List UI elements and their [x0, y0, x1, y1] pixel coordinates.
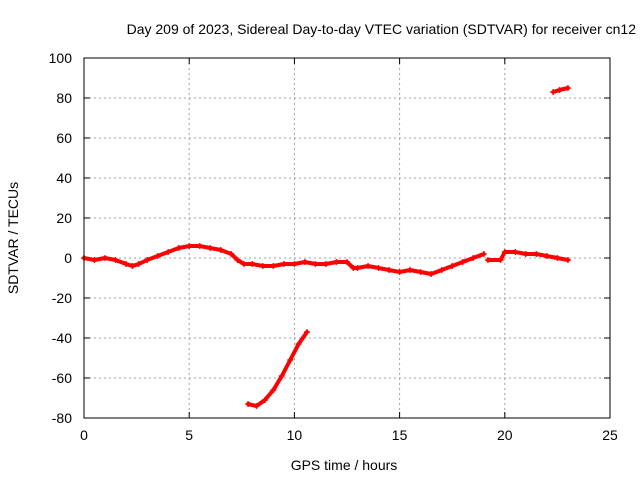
series-layer — [81, 85, 571, 409]
data-point — [295, 341, 302, 347]
data-point — [304, 329, 311, 335]
data-point — [550, 89, 557, 95]
series-line-sdtvar-main — [82, 244, 486, 276]
data-point — [512, 249, 519, 255]
data-point — [480, 251, 487, 257]
data-point — [543, 253, 550, 259]
data-point — [501, 249, 508, 255]
data-point — [123, 261, 130, 267]
y-tick-label: -40 — [52, 330, 72, 346]
data-point — [428, 271, 435, 277]
x-axis-label: GPS time / hours — [291, 457, 398, 473]
data-point — [312, 261, 319, 267]
plot-frame — [83, 57, 611, 419]
y-tick-label: 60 — [56, 130, 72, 146]
y-tick-label: -80 — [52, 410, 72, 426]
data-point — [165, 249, 172, 255]
data-point — [253, 403, 260, 409]
data-point — [533, 251, 540, 257]
data-point — [375, 265, 382, 271]
data-point — [301, 259, 308, 265]
x-tick-label: 15 — [392, 427, 408, 443]
data-point — [497, 257, 504, 263]
y-tick-label: 100 — [49, 50, 73, 66]
data-point — [459, 259, 466, 265]
y-tick-label: -60 — [52, 370, 72, 386]
data-point — [554, 255, 561, 261]
data-point — [333, 259, 340, 265]
data-point — [112, 257, 119, 263]
y-axis-label: SDTVAR / TECUs — [5, 182, 21, 294]
data-point — [259, 263, 266, 269]
data-point — [449, 263, 456, 269]
data-point — [484, 257, 491, 263]
data-point — [556, 87, 563, 93]
data-point — [278, 373, 285, 379]
data-point — [438, 267, 445, 273]
data-point — [186, 243, 193, 249]
data-point — [144, 257, 151, 263]
x-tick-label: 5 — [185, 427, 193, 443]
data-point — [280, 261, 287, 267]
data-point — [245, 401, 252, 407]
data-point — [344, 259, 350, 265]
data-point — [407, 267, 414, 273]
data-point — [270, 263, 277, 269]
data-point — [102, 255, 109, 261]
data-point — [154, 253, 161, 259]
data-point — [228, 251, 235, 257]
data-point — [354, 265, 361, 271]
data-point — [522, 251, 529, 257]
y-tick-label: -20 — [52, 290, 72, 306]
data-point — [234, 257, 241, 263]
data-point — [564, 85, 571, 91]
data-point — [365, 263, 372, 269]
data-point — [386, 267, 393, 273]
x-tick-label: 20 — [497, 427, 513, 443]
data-point — [175, 245, 182, 251]
data-point — [196, 243, 203, 249]
y-tick-label: 0 — [64, 250, 72, 266]
data-point — [417, 269, 424, 275]
data-point — [261, 397, 268, 403]
data-point — [470, 255, 477, 261]
data-point — [270, 387, 277, 393]
data-point — [129, 263, 136, 269]
data-point — [322, 261, 329, 267]
x-tick-label: 25 — [602, 427, 618, 443]
x-tick-label: 10 — [287, 427, 303, 443]
data-point — [291, 261, 298, 267]
data-point — [217, 247, 224, 253]
data-point — [135, 261, 142, 267]
tick-label-layer: 0 5 10 15 20 25 -80 -60 -40 -20 0 20 40 60 80 100 — [49, 50, 618, 443]
data-point — [396, 269, 403, 275]
chart-title: Day 209 of 2023, Sidereal Day-to-day VTE… — [127, 21, 637, 37]
data-point — [287, 357, 294, 363]
y-tick-label: 20 — [56, 210, 72, 226]
y-tick-label: 40 — [56, 170, 72, 186]
data-point — [249, 261, 256, 267]
y-tick-label: 80 — [56, 90, 72, 106]
series-line-sdtvar-arc — [246, 330, 309, 408]
data-point — [240, 261, 247, 267]
tick-layer — [83, 57, 611, 419]
data-point — [207, 245, 214, 251]
data-point — [564, 257, 571, 263]
grid-layer — [84, 58, 610, 418]
data-point — [91, 257, 98, 263]
x-tick-label: 0 — [80, 427, 88, 443]
